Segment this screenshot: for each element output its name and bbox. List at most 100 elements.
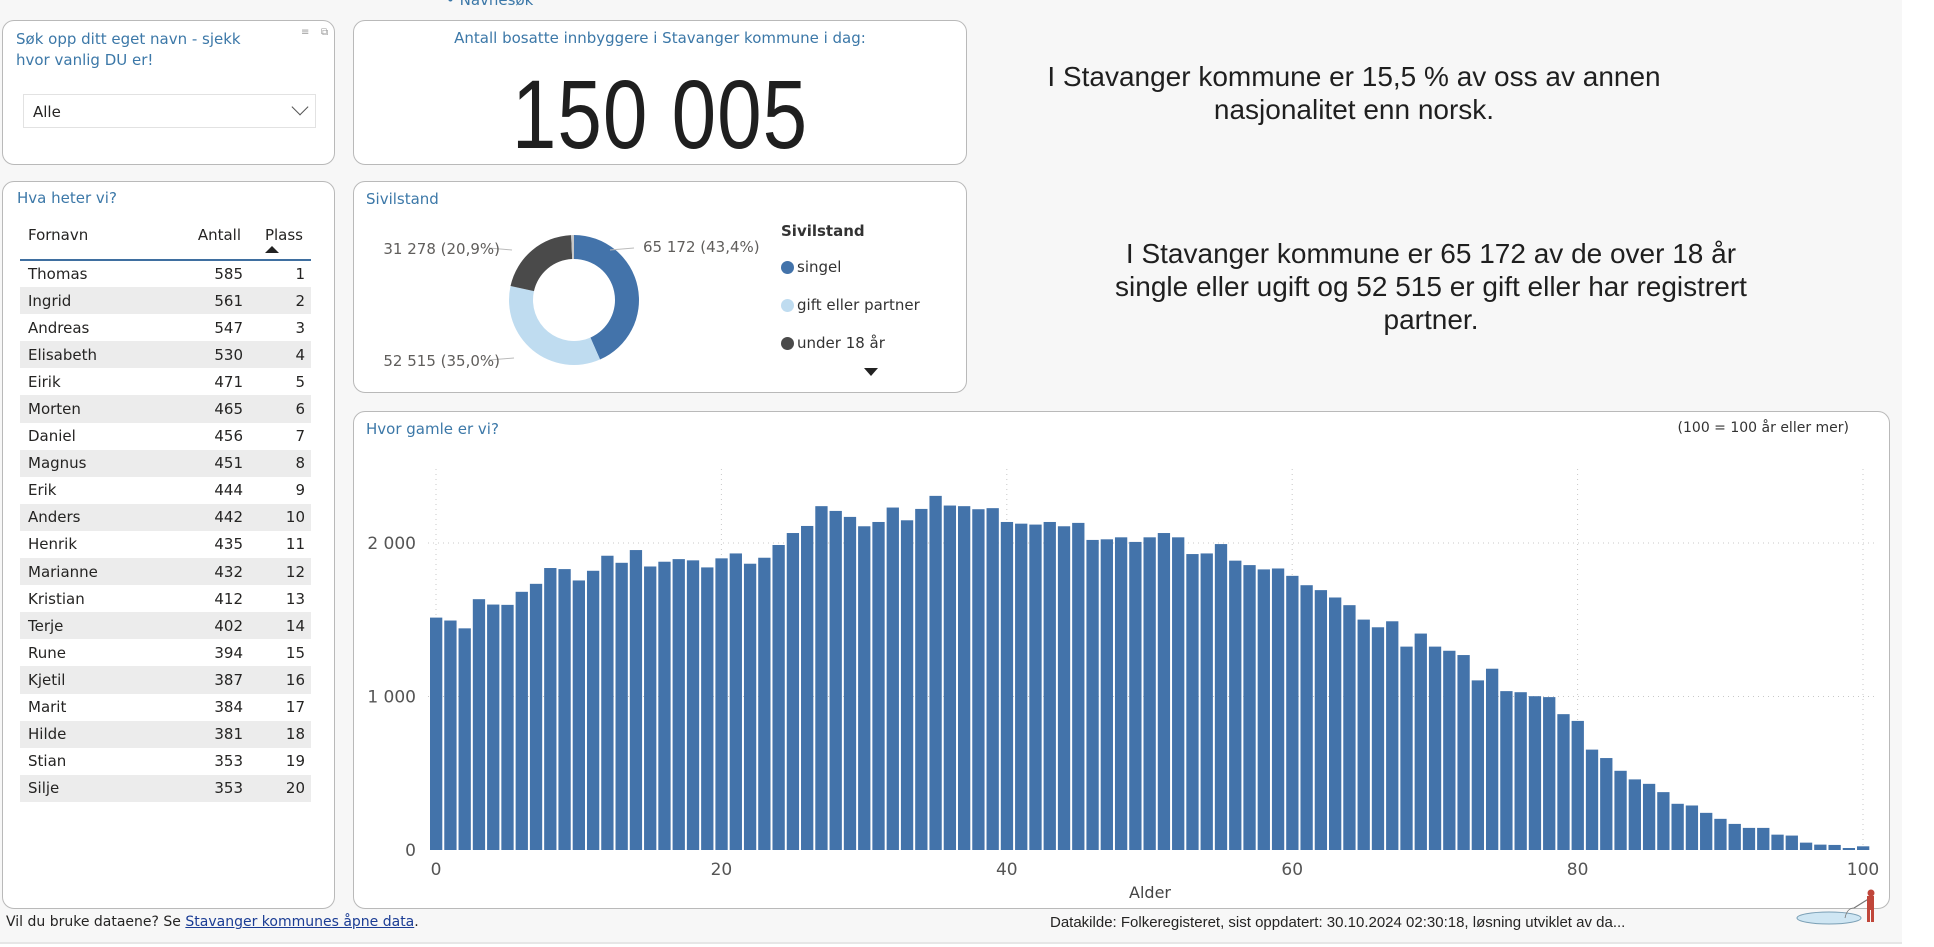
age-bar-35[interactable] xyxy=(929,495,942,850)
age-bar-47[interactable] xyxy=(1100,539,1113,850)
age-bar-63[interactable] xyxy=(1329,597,1342,850)
table-row[interactable]: Ingrid 561 2 xyxy=(20,287,311,315)
age-bar-72[interactable] xyxy=(1457,655,1470,850)
age-bar-78[interactable] xyxy=(1543,697,1556,850)
age-bar-32[interactable] xyxy=(886,507,899,850)
table-row[interactable]: Terje 402 14 xyxy=(20,612,311,640)
age-bar-28[interactable] xyxy=(829,510,842,850)
age-bar-67[interactable] xyxy=(1386,621,1399,850)
age-bar-83[interactable] xyxy=(1614,770,1627,850)
age-bar-74[interactable] xyxy=(1485,668,1499,850)
navnesok-link[interactable]: • Navnesøk xyxy=(446,0,533,9)
age-bar-27[interactable] xyxy=(815,506,828,850)
age-bar-19[interactable] xyxy=(701,567,714,850)
age-bar-3[interactable] xyxy=(472,599,486,850)
table-row[interactable]: Elisabeth 530 4 xyxy=(20,341,311,369)
age-bar-24[interactable] xyxy=(772,544,785,850)
age-bar-50[interactable] xyxy=(1143,537,1156,850)
table-row[interactable]: Morten 465 6 xyxy=(20,395,311,423)
age-bar-73[interactable] xyxy=(1471,680,1485,850)
donut-slice-other[interactable] xyxy=(571,235,574,260)
age-bar-31[interactable] xyxy=(872,521,885,850)
col-plass[interactable]: Plass xyxy=(249,220,311,261)
col-antall[interactable]: Antall xyxy=(155,220,249,261)
age-bar-89[interactable] xyxy=(1700,812,1713,850)
age-bar-16[interactable] xyxy=(658,561,671,850)
age-bar-59[interactable] xyxy=(1271,568,1285,850)
age-bar-4[interactable] xyxy=(487,604,500,850)
table-row[interactable]: Hilde 381 18 xyxy=(20,720,311,748)
age-bar-7[interactable] xyxy=(529,583,543,850)
age-bar-91[interactable] xyxy=(1728,823,1741,850)
age-bar-11[interactable] xyxy=(586,570,600,850)
focus-mode-icon[interactable]: ⧉ xyxy=(321,27,329,38)
legend-item-singel[interactable]: singel xyxy=(781,248,920,286)
age-bar-71[interactable] xyxy=(1443,650,1456,850)
age-bar-61[interactable] xyxy=(1300,585,1313,850)
age-bar-26[interactable] xyxy=(801,525,814,850)
age-bar-51[interactable] xyxy=(1157,533,1171,850)
table-row[interactable]: Marianne 432 12 xyxy=(20,558,311,586)
age-bar-2[interactable] xyxy=(458,628,471,850)
age-bar-95[interactable] xyxy=(1785,835,1798,850)
age-bar-100[interactable] xyxy=(1857,846,1870,850)
table-row[interactable]: Anders 442 10 xyxy=(20,503,311,531)
name-dropdown[interactable]: Alle xyxy=(23,94,316,128)
table-row[interactable]: Daniel 456 7 xyxy=(20,423,311,450)
age-bar-37[interactable] xyxy=(957,506,971,850)
donut-slice-gift-eller-partner[interactable] xyxy=(509,286,601,365)
age-bar-1[interactable] xyxy=(444,620,457,850)
age-bar-75[interactable] xyxy=(1500,691,1513,850)
age-bar-21[interactable] xyxy=(729,553,742,850)
age-bar-66[interactable] xyxy=(1371,627,1385,850)
age-bar-69[interactable] xyxy=(1414,633,1427,850)
age-bar-6[interactable] xyxy=(515,591,528,850)
age-bar-65[interactable] xyxy=(1357,619,1370,850)
age-bar-39[interactable] xyxy=(986,508,999,850)
age-bar-20[interactable] xyxy=(715,558,728,850)
table-row[interactable]: Andreas 547 3 xyxy=(20,314,311,341)
age-bar-12[interactable] xyxy=(601,555,614,850)
age-bar-62[interactable] xyxy=(1314,590,1328,850)
table-row[interactable]: Silje 353 20 xyxy=(20,774,311,802)
table-row[interactable]: Eirik 471 5 xyxy=(20,368,311,395)
open-data-link[interactable]: Stavanger kommunes åpne data xyxy=(185,914,415,930)
table-row[interactable]: Kjetil 387 16 xyxy=(20,666,311,694)
age-bar-88[interactable] xyxy=(1685,805,1699,850)
age-bar-87[interactable] xyxy=(1671,803,1684,850)
age-bar-42[interactable] xyxy=(1029,524,1042,850)
age-bar-54[interactable] xyxy=(1200,553,1213,850)
age-bar-10[interactable] xyxy=(572,580,585,850)
age-bar-40[interactable] xyxy=(1000,521,1014,850)
table-row[interactable]: Stian 353 19 xyxy=(20,748,311,775)
age-bar-56[interactable] xyxy=(1229,560,1242,850)
age-bar-18[interactable] xyxy=(686,560,700,850)
age-bar-70[interactable] xyxy=(1428,646,1442,850)
age-bar-46[interactable] xyxy=(1086,539,1099,850)
age-bar-14[interactable] xyxy=(629,550,643,850)
age-bar-84[interactable] xyxy=(1628,779,1641,850)
table-row[interactable]: Rune 394 15 xyxy=(20,639,311,666)
table-row[interactable]: Marit 384 17 xyxy=(20,694,311,721)
legend-scroll-down-icon[interactable] xyxy=(864,368,878,376)
age-bar-77[interactable] xyxy=(1528,696,1542,850)
legend-item-under-18[interactable]: under 18 år xyxy=(781,324,920,362)
age-bar-60[interactable] xyxy=(1286,575,1299,850)
age-bar-68[interactable] xyxy=(1400,646,1413,850)
age-bar-23[interactable] xyxy=(758,557,771,850)
age-bar-17[interactable] xyxy=(672,559,685,850)
age-bar-45[interactable] xyxy=(1072,522,1085,850)
age-bar-8[interactable] xyxy=(544,568,557,850)
age-bar-33[interactable] xyxy=(900,520,914,850)
age-bar-36[interactable] xyxy=(943,505,957,850)
age-bar-90[interactable] xyxy=(1714,818,1727,850)
age-bar-0[interactable] xyxy=(430,617,443,850)
table-row[interactable]: Thomas 585 1 xyxy=(20,260,311,287)
age-bar-81[interactable] xyxy=(1585,749,1599,850)
age-bar-41[interactable] xyxy=(1015,523,1028,850)
col-fornavn[interactable]: Fornavn xyxy=(20,220,156,261)
age-bar-79[interactable] xyxy=(1557,714,1570,850)
legend-item-gift[interactable]: gift eller partner xyxy=(781,286,920,324)
age-bar-98[interactable] xyxy=(1828,844,1841,850)
age-bar-30[interactable] xyxy=(858,526,871,850)
